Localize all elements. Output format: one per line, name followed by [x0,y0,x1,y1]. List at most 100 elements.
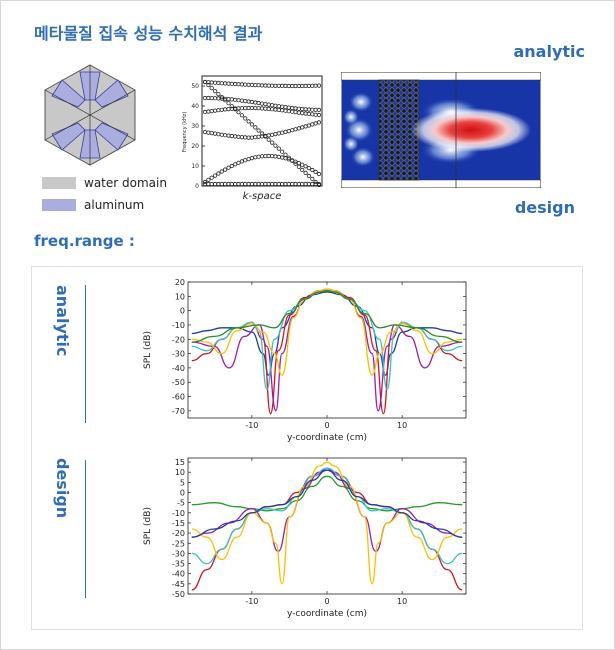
band-ytick-label: 0 [195,183,199,190]
chart-frame [187,281,467,419]
design-label-top: design [514,198,575,217]
unit-cell-diagram [44,64,136,166]
band-point [316,171,322,177]
band-point [239,113,245,118]
band-point [273,143,278,148]
band-point [310,176,315,182]
band-point [316,107,322,113]
band-point [253,125,258,130]
band-point [306,173,311,179]
series-line-5 [191,288,463,376]
band-point [256,128,261,133]
acoustic-field-image [341,72,541,188]
ytick-label: -30 [172,549,185,558]
band-point [212,173,218,178]
design-side-label: design [53,458,72,519]
ytick-label: 15 [175,458,185,467]
legend-water: water domain [42,176,167,190]
band-point [229,163,234,169]
band-point [316,120,322,125]
water-swatch [42,177,76,189]
legend-aluminum-label: aluminum [84,198,145,212]
series-line-6 [191,469,463,538]
band-point [313,179,318,185]
x-axis-label: y-coordinate (cm) [287,433,367,443]
band-point [219,94,224,100]
band-point [216,171,221,176]
ytick-label: -20 [172,529,185,538]
spl-chart-analytic: 20 10 0 -10 -20 -30 -40 -50 -60 -70 -10 0 10 y-coordi… [143,278,467,443]
y-axis-label: SPL (dB) [143,331,153,369]
band-point [303,164,308,169]
band-structure-plot: 0 10 20 30 40 50 Frequency (kHz) k-space [182,75,323,202]
series-line-1 [191,475,463,512]
xtick-label: -10 [245,421,258,430]
y-axis-label: SPL (dB) [143,507,153,545]
band-point [226,101,231,106]
analytic-label-top: analytic [513,42,585,61]
xtick-label: 0 [324,597,329,606]
band-point [206,82,211,88]
ytick-label: -40 [172,570,185,579]
band-point [243,116,248,121]
ytick-label: 10 [175,468,185,477]
legend-aluminum: aluminum [42,198,144,212]
x-axis-label: y-coordinate (cm) [287,609,367,619]
analytic-side-label: analytic [53,285,72,357]
band-point [300,167,305,173]
series-line-6 [191,289,463,343]
aluminum-swatch [42,199,76,211]
band-point [209,86,214,91]
ytick-label: -50 [172,590,185,599]
band-point [296,161,301,166]
band-point [206,177,211,182]
analytic-divider [85,285,86,423]
band-point [212,88,218,94]
band-point [219,169,224,174]
band-point [276,146,281,151]
xtick-label: -10 [245,597,258,606]
band-point [316,182,322,188]
chart-frame [187,457,467,595]
band-xlabel: k-space [243,191,282,202]
band-ytick-label: 50 [191,83,199,90]
band-ylabel: Frequency (kHz) [182,112,188,153]
band-plot-frame [201,75,323,187]
band-ytick-label: 30 [191,123,199,130]
band-point [226,165,231,170]
xtick-label: 10 [397,597,407,606]
band-point [216,91,221,97]
design-divider [85,460,86,598]
band-point [259,131,265,136]
band-point [202,179,208,185]
ytick-label: 20 [175,278,185,287]
freq-range-label: freq.range : [34,232,135,250]
series-line-5 [191,461,463,585]
band-point [293,159,298,164]
band-point [313,169,318,175]
band-point [270,140,275,145]
band-point [229,104,234,109]
band-point [266,137,271,142]
band-point [280,149,285,154]
band-ytick-label: 40 [191,103,199,110]
band-point [236,160,241,165]
band-point [236,110,241,115]
ytick-label: -10 [172,321,185,330]
band-ytick-label: 20 [191,143,199,150]
ytick-label: -30 [172,350,185,359]
ytick-label: -5 [177,499,185,508]
ytick-label: -40 [172,364,185,373]
ytick-label: -50 [172,378,185,387]
ytick-label: 10 [175,292,185,301]
series-line-4 [191,467,463,565]
ytick-label: 0 [180,489,185,498]
band-point [316,83,322,88]
legend-water-label: water domain [84,176,167,190]
band-point [233,162,238,167]
band-point [306,166,311,171]
band-point [246,119,251,124]
series-line-1 [191,291,463,376]
band-point [249,122,255,127]
